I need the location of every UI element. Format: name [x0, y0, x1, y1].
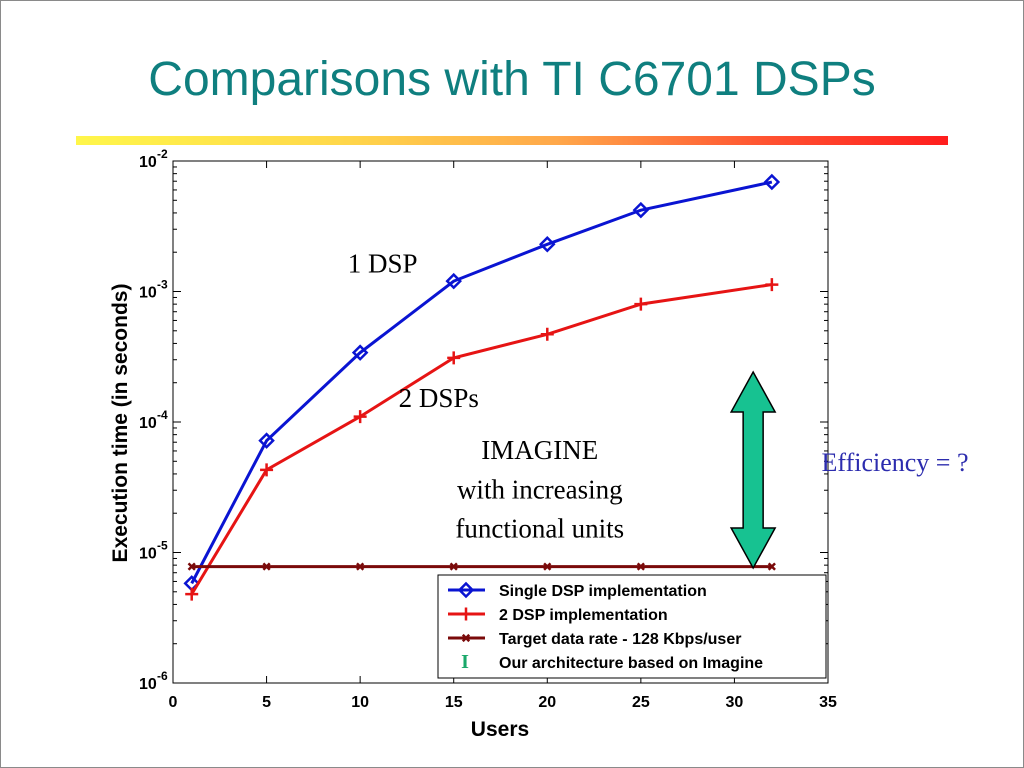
y-tick-label-base: 10: [139, 154, 157, 171]
data-point-plus: [260, 463, 274, 477]
y-axis: 10-610-510-410-310-2: [139, 147, 828, 693]
legend-label: Our architecture based on Imagine: [499, 655, 763, 672]
chart-annotation: 2 DSPs: [399, 383, 479, 413]
x-axis-label: Users: [471, 718, 529, 741]
y-axis-label: Execution time (in seconds): [109, 284, 132, 563]
series-group: [183, 173, 781, 601]
x-tick-label: 20: [538, 694, 556, 711]
data-point-diamond: [763, 173, 781, 191]
y-tick-label-base: 10: [139, 676, 157, 693]
chart-annotation: with increasing: [457, 474, 623, 504]
data-point-diamond: [457, 581, 475, 599]
legend: Single DSP implementation 2 DSP implement…: [437, 574, 827, 679]
y-tick-label-base: 10: [139, 415, 157, 432]
chart-annotation: functional units: [455, 514, 624, 544]
data-point-diamond: [351, 344, 369, 361]
efficiency-label: Efficiency = ?: [822, 448, 969, 477]
data-point-plus: [540, 327, 554, 341]
x-tick-label: 10: [351, 694, 369, 711]
slide-title: Comparisons with TI C6701 DSPs: [148, 53, 876, 106]
data-point-x: [187, 562, 196, 571]
legend-label: 2 DSP implementation: [499, 607, 668, 624]
x-tick-label: 35: [819, 694, 837, 711]
data-point-plus: [447, 351, 461, 365]
x-tick-label: 25: [632, 694, 650, 711]
legend-box: [437, 574, 827, 679]
series-2: [185, 278, 779, 601]
y-tick-label-base: 10: [139, 546, 157, 563]
data-point-diamond: [539, 236, 556, 253]
data-point-x: [461, 633, 471, 643]
x-axis: 0 5 10 15 20 25 30 35: [169, 161, 837, 711]
chart-annotation: IMAGINE: [481, 435, 598, 465]
legend-label: Target data rate - 128 Kbps/user: [499, 631, 741, 648]
data-point-plus: [634, 297, 648, 311]
data-point-diamond: [632, 201, 650, 219]
x-tick-label: 5: [262, 694, 271, 711]
data-point-x: [543, 562, 552, 571]
x-tick-label: 0: [169, 694, 178, 711]
data-point-x: [449, 562, 458, 571]
series-line: [190, 180, 773, 585]
data-point-plus: [185, 587, 199, 601]
data-point-x: [356, 562, 365, 571]
series-3: [187, 562, 776, 571]
x-tick-label: 30: [726, 694, 744, 711]
y-tick-label-exponent: -3: [157, 278, 168, 292]
series-1: [183, 173, 781, 592]
y-tick-label-exponent: -4: [157, 408, 168, 422]
efficiency-double-arrow: [729, 370, 777, 570]
data-point-diamond: [445, 272, 462, 290]
y-tick-label-exponent: -2: [157, 147, 168, 161]
legend-label: Single DSP implementation: [499, 583, 707, 600]
x-tick-label: 15: [445, 694, 463, 711]
chart-annotation: 1 DSP: [348, 248, 418, 278]
legend-symbol-imagine: I: [461, 651, 469, 673]
data-point-x: [767, 562, 776, 571]
data-point-plus: [459, 607, 473, 621]
data-point-plus: [353, 410, 367, 424]
y-tick-label-base: 10: [139, 285, 157, 302]
data-point-diamond: [258, 432, 275, 449]
data-point-x: [636, 562, 645, 571]
title-underline: [76, 136, 948, 145]
y-tick-label-exponent: -6: [157, 669, 168, 683]
y-tick-label-exponent: -5: [157, 539, 168, 553]
data-point-plus: [765, 278, 779, 292]
data-point-x: [262, 562, 271, 571]
